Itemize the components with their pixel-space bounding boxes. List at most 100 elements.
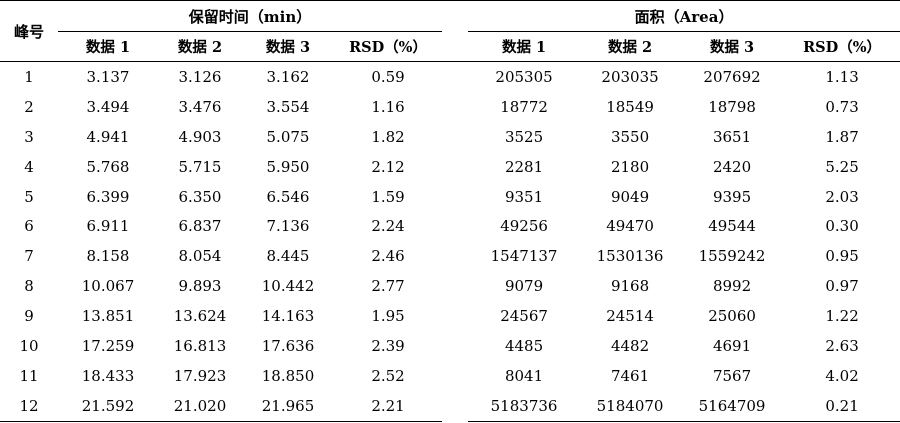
retention-rsd: 2.12 [371, 157, 405, 176]
retention-col-rsd: RSD（%） [334, 31, 443, 62]
area-value-3: 2420 [712, 157, 752, 176]
retention-value-3: 18.850 [261, 366, 315, 385]
retention-rsd: 2.21 [334, 390, 443, 422]
area-value-3: 3651 [712, 127, 752, 146]
area-col-1: 数据 1 [468, 31, 581, 62]
retention-rsd: 1.82 [371, 127, 405, 146]
area-rsd: 1.87 [825, 127, 859, 146]
area-value-3: 49544 [708, 217, 756, 236]
retention-value-3: 5.075 [266, 127, 310, 146]
retention-value-1: 3.137 [86, 67, 130, 86]
table-row: 6 6.911 6.837 7.136 2.24 49256 49470 49544 0.30 [0, 211, 900, 241]
area-value-2: 18549 [606, 97, 654, 116]
table-row: 9 13.851 13.624 14.163 1.95 24567 24514 25060 1.… [0, 301, 900, 331]
retention-rsd: 2.77 [371, 277, 405, 296]
column-gap [442, 391, 468, 421]
peak-number: 12 [0, 390, 58, 422]
table-row: 4 5.768 5.715 5.950 2.12 2281 2180 2420 5.25 [0, 152, 900, 182]
retention-value-2: 17.923 [173, 366, 227, 385]
retention-value-2: 8.054 [178, 247, 222, 266]
table-row: 12 21.592 21.020 21.965 2.21 5183736 5184070 51… [0, 390, 900, 422]
peak-number: 1 [24, 67, 34, 86]
area-value-3: 8992 [712, 277, 752, 296]
area-value-2: 203035 [601, 67, 659, 86]
area-value-1: 205305 [495, 67, 553, 86]
header-row-columns: 数据 1 数据 2 数据 3 RSD（%） 数据 1 数据 2 数据 3 RSD… [0, 31, 900, 62]
area-value-2: 7461 [610, 366, 650, 385]
retention-value-3: 8.445 [266, 247, 310, 266]
area-value-2: 9049 [610, 187, 650, 206]
peak-number: 5 [24, 187, 34, 206]
peak-number: 10 [19, 336, 39, 355]
retention-value-2: 3.476 [178, 97, 222, 116]
retention-col-1: 数据 1 [58, 31, 158, 62]
retention-value-1: 17.259 [81, 336, 135, 355]
area-col-rsd: RSD（%） [784, 31, 900, 62]
retention-value-1: 18.433 [81, 366, 135, 385]
retention-value-1: 6.911 [86, 217, 130, 236]
area-value-3: 25060 [708, 307, 756, 326]
area-value-1: 1547137 [490, 247, 558, 266]
area-rsd: 1.22 [825, 307, 859, 326]
area-value-2: 1530136 [596, 247, 664, 266]
table-body: 1 3.137 3.126 3.162 0.59 205305 203035 207692 1.… [0, 62, 900, 422]
table-row: 11 18.433 17.923 18.850 2.52 8041 7461 7567 4.02 [0, 361, 900, 391]
area-value-1: 3525 [504, 127, 544, 146]
area-col-3: 数据 3 [680, 31, 785, 62]
retention-col-3: 数据 3 [242, 31, 334, 62]
retention-value-1: 8.158 [86, 247, 130, 266]
area-col-2: 数据 2 [580, 31, 681, 62]
retention-value-1: 4.941 [86, 127, 130, 146]
peak-number: 2 [24, 97, 34, 116]
retention-rsd: 2.24 [371, 217, 405, 236]
retention-value-2: 4.903 [178, 127, 222, 146]
retention-rsd: 1.95 [371, 307, 405, 326]
retention-value-3: 17.636 [261, 336, 315, 355]
retention-rsd: 1.16 [371, 97, 405, 116]
retention-value-3: 5.950 [266, 157, 310, 176]
retention-value-3: 3.554 [266, 97, 310, 116]
retention-value-3: 7.136 [266, 217, 310, 236]
table-row: 3 4.941 4.903 5.075 1.82 3525 3550 3651 1.87 [0, 122, 900, 152]
column-gap [442, 122, 468, 152]
area-value-1: 5183736 [468, 390, 581, 422]
table-row: 8 10.067 9.893 10.442 2.77 9079 9168 8992 0.97 [0, 271, 900, 301]
column-gap [442, 182, 468, 212]
retention-value-3: 10.442 [261, 277, 315, 296]
area-value-1: 24567 [500, 307, 548, 326]
peak-number: 4 [24, 157, 34, 176]
column-gap [442, 361, 468, 391]
area-rsd: 0.21 [784, 390, 900, 422]
column-gap [442, 331, 468, 361]
retention-value-1: 21.592 [58, 390, 158, 422]
table-row: 7 8.158 8.054 8.445 2.46 1547137 1530136 155924… [0, 241, 900, 271]
header-row-group: 峰号 保留时间（min） 面积（Area） [0, 0, 900, 62]
column-gap [442, 241, 468, 271]
area-value-2: 2180 [610, 157, 650, 176]
retention-value-2: 9.893 [178, 277, 222, 296]
area-rsd: 2.03 [825, 187, 859, 206]
area-value-1: 8041 [504, 366, 544, 385]
area-value-3: 4691 [712, 336, 752, 355]
area-value-2: 3550 [610, 127, 650, 146]
area-rsd: 5.25 [825, 157, 859, 176]
table-row: 5 6.399 6.350 6.546 1.59 9351 9049 9395 2.03 [0, 182, 900, 212]
area-rsd: 0.30 [825, 217, 859, 236]
retention-rsd: 1.59 [371, 187, 405, 206]
area-value-2: 24514 [606, 307, 654, 326]
area-rsd: 0.95 [825, 247, 859, 266]
peak-number: 3 [24, 127, 34, 146]
retention-rsd: 2.52 [371, 366, 405, 385]
area-value-2: 5184070 [580, 390, 681, 422]
area-value-2: 9168 [610, 277, 650, 296]
table-row: 10 17.259 16.813 17.636 2.39 4485 4482 4691 2.63 [0, 331, 900, 361]
area-value-1: 9351 [504, 187, 544, 206]
peak-number: 11 [19, 366, 39, 385]
area-value-2: 4482 [610, 336, 650, 355]
retention-value-1: 13.851 [81, 307, 135, 326]
area-rsd: 1.13 [825, 67, 859, 86]
table-row: 2 3.494 3.476 3.554 1.16 18772 18549 18798 0.73 [0, 92, 900, 122]
column-gap [442, 62, 468, 92]
